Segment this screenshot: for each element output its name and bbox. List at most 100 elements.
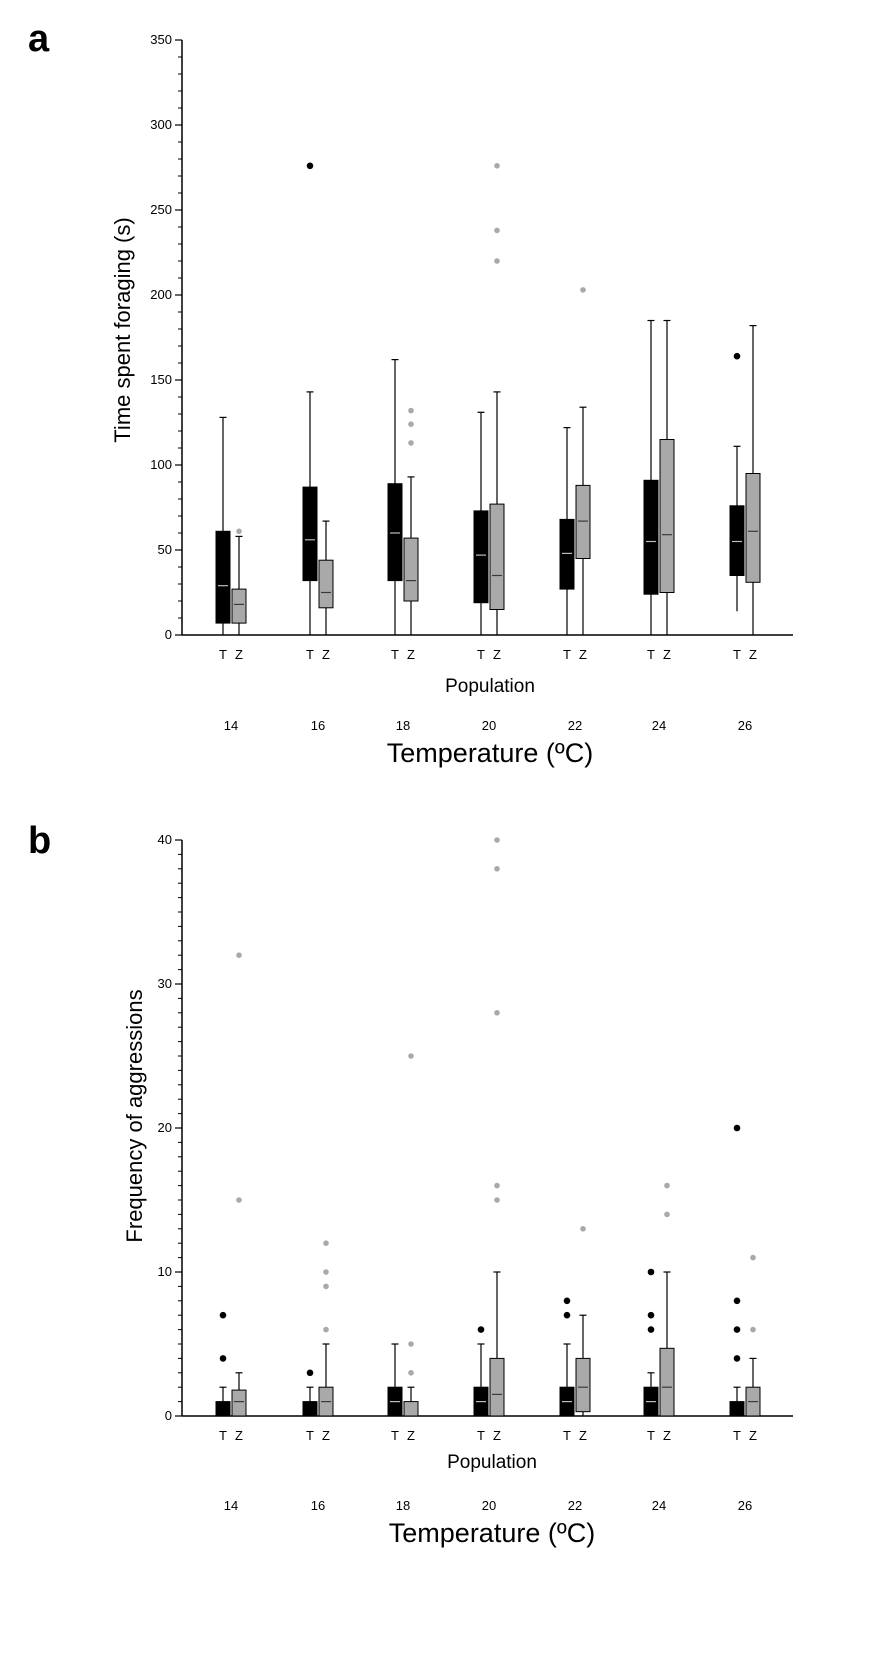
- series-label-Z: Z: [322, 647, 330, 662]
- series-label-Z: Z: [322, 1428, 330, 1443]
- population-label: Population: [447, 1452, 537, 1473]
- temperature-label-18: 18: [396, 1498, 410, 1513]
- y-tick-label: 350: [150, 32, 172, 47]
- outlier-T-14: [219, 1311, 227, 1319]
- temperature-label-16: 16: [311, 1498, 325, 1513]
- box-T-14: [215, 1401, 231, 1417]
- chart-panel-a: a 0 50 100 150 200 250 300 350 Time spent foragi…: [0, 0, 881, 800]
- y-tick-label: 0: [165, 627, 172, 642]
- temperature-axis-title: Temperature (ºC): [389, 1518, 595, 1548]
- outlier-Z-18: [408, 407, 414, 414]
- box-Z-20: [489, 503, 505, 611]
- box-Z-22: [575, 484, 591, 559]
- outlier-Z-16: [323, 1326, 329, 1333]
- y-tick-label: 150: [150, 372, 172, 387]
- outlier-Z-26: [750, 1326, 756, 1333]
- outlier-Z-14: [236, 528, 242, 535]
- series-label-Z: Z: [407, 647, 415, 662]
- box-T-16: [302, 486, 318, 582]
- temperature-label-14: 14: [224, 718, 238, 733]
- panel-letter-a: a: [28, 18, 50, 60]
- series-label-Z: Z: [493, 647, 501, 662]
- series-label-T: T: [219, 1428, 227, 1443]
- temperature-label-14: 14: [224, 1498, 238, 1513]
- outlier-Z-16: [323, 1283, 329, 1290]
- box-Z-18: [403, 1401, 419, 1417]
- series-label-Z: Z: [235, 1428, 243, 1443]
- box-T-16: [302, 1401, 318, 1417]
- series-label-Z: Z: [235, 647, 243, 662]
- box-T-26: [729, 1401, 745, 1417]
- series-label-Z: Z: [493, 1428, 501, 1443]
- temperature-label-18: 18: [396, 718, 410, 733]
- temperature-label-24: 24: [652, 1498, 666, 1513]
- y-axis-title: Time spent foraging (s): [110, 217, 135, 442]
- outlier-T-26: [733, 1326, 741, 1333]
- y-tick-label: 30: [158, 976, 172, 991]
- series-label-Z: Z: [749, 647, 757, 662]
- box-Z-24: [659, 1347, 675, 1417]
- foraging-boxplot-svg: 0 50 100 150 200 250 300 350 Time spent foraging…: [110, 32, 793, 768]
- series-label-T: T: [306, 1428, 314, 1443]
- series-label-T: T: [477, 647, 485, 662]
- series-label-T: T: [733, 1428, 741, 1443]
- box-Z-16: [318, 559, 334, 609]
- box-Z-18: [403, 537, 419, 602]
- series-label-T: T: [647, 647, 655, 662]
- box-Z-14: [231, 1389, 247, 1417]
- outlier-Z-26: [750, 1254, 756, 1261]
- series-label-Z: Z: [407, 1428, 415, 1443]
- outlier-Z-20: [494, 163, 500, 169]
- box-T-18: [387, 483, 403, 582]
- outlier-T-26: [733, 1297, 741, 1305]
- series-label-T: T: [219, 647, 227, 662]
- outlier-Z-22: [580, 287, 586, 293]
- outlier-T-14: [219, 1355, 227, 1362]
- series-label-T: T: [477, 1428, 485, 1443]
- outlier-Z-20: [494, 1182, 500, 1189]
- outlier-Z-22: [580, 1226, 586, 1232]
- y-tick-label: 250: [150, 202, 172, 217]
- outlier-T-22: [563, 1297, 571, 1305]
- outlier-Z-16: [323, 1269, 329, 1275]
- outlier-Z-20: [494, 1197, 500, 1203]
- box-T-14: [215, 530, 231, 624]
- chart-panel-b: b 0 10 20 30 40 Frequency of aggressions T Z 14 T…: [0, 820, 881, 1680]
- temperature-label-20: 20: [482, 1498, 496, 1513]
- temperature-label-16: 16: [311, 718, 325, 733]
- outlier-T-26: [733, 1355, 741, 1362]
- series-label-Z: Z: [749, 1428, 757, 1443]
- outlier-T-24: [647, 1311, 655, 1319]
- y-tick-label: 10: [158, 1264, 172, 1279]
- series-label-Z: Z: [663, 1428, 671, 1443]
- outlier-T-26: [733, 1124, 741, 1132]
- y-tick-label: 20: [158, 1120, 172, 1135]
- box-Z-22: [575, 1357, 591, 1413]
- temperature-label-26: 26: [738, 718, 752, 733]
- outlier-Z-18: [408, 1370, 414, 1376]
- outlier-T-26: [733, 352, 741, 360]
- series-label-Z: Z: [579, 647, 587, 662]
- panel-letter-b: b: [28, 820, 52, 862]
- outlier-Z-20: [494, 258, 500, 264]
- series-label-T: T: [647, 1428, 655, 1443]
- box-Z-14: [231, 588, 247, 624]
- series-label-T: T: [733, 647, 741, 662]
- series-label-Z: Z: [579, 1428, 587, 1443]
- box-Z-26: [745, 473, 761, 583]
- series-label-T: T: [306, 647, 314, 662]
- outlier-Z-14: [236, 1197, 242, 1203]
- temperature-label-26: 26: [738, 1498, 752, 1513]
- box-Z-20: [489, 1357, 505, 1417]
- population-label: Population: [445, 676, 535, 697]
- outlier-T-22: [563, 1311, 571, 1319]
- temperature-label-20: 20: [482, 718, 496, 733]
- series-label-Z: Z: [663, 647, 671, 662]
- outlier-Z-18: [408, 421, 414, 428]
- outlier-Z-20: [494, 837, 500, 843]
- outlier-Z-16: [323, 1240, 329, 1246]
- temperature-label-22: 22: [568, 718, 582, 733]
- outlier-Z-14: [236, 952, 242, 958]
- box-T-24: [643, 479, 659, 595]
